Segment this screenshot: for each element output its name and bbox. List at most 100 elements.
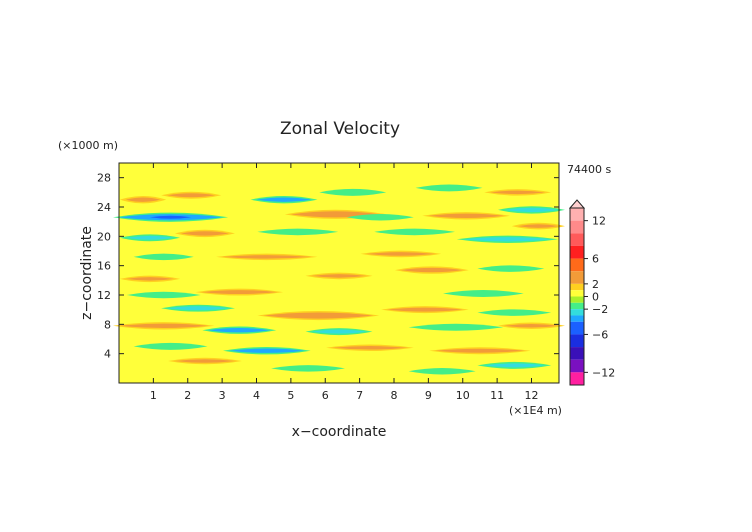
field-band <box>517 224 559 228</box>
field-band <box>311 274 367 278</box>
field-band <box>222 255 312 259</box>
colorbar-swatch <box>570 372 584 385</box>
field-band <box>504 324 559 328</box>
colorbar-swatch <box>570 258 584 272</box>
field-band <box>428 213 504 218</box>
field-band <box>325 190 381 195</box>
field-band-core <box>520 208 543 212</box>
field-band-core <box>273 198 295 201</box>
x-tick-label: 5 <box>287 389 294 402</box>
field-band <box>125 235 174 240</box>
colorbar-swatch <box>570 220 584 234</box>
colorbar-swatch <box>570 315 584 322</box>
x-tick-label: 3 <box>219 389 226 402</box>
field-band <box>125 197 161 202</box>
field-band <box>380 230 449 234</box>
x-tick-label: 7 <box>356 389 363 402</box>
colorbar-swatch <box>570 334 584 348</box>
y-tick-label: 12 <box>97 289 111 302</box>
field-band-core <box>226 329 252 332</box>
y-axis-title: z−coordinate <box>79 226 95 320</box>
field-band <box>414 369 470 374</box>
y-unit-label: (×1000 m) <box>58 139 118 152</box>
colorbar-swatch <box>570 208 584 221</box>
colorbar-swatch <box>570 321 584 335</box>
field-band <box>400 267 463 273</box>
x-unit-label: (×1E4 m) <box>509 404 562 417</box>
x-tick-label: 8 <box>391 389 398 402</box>
x-tick-label: 11 <box>490 389 504 402</box>
field-band <box>119 323 209 328</box>
colorbar-tick-label: −12 <box>592 366 615 379</box>
x-axis: 1 2 3 4 5 6 7 8 9 10 11 12 <box>150 163 539 402</box>
field-band <box>462 237 553 242</box>
colorbar-tick-label: 12 <box>592 215 606 228</box>
field-band <box>125 277 174 281</box>
y-tick-label: 28 <box>97 172 111 185</box>
field-band <box>139 344 202 349</box>
field-band <box>277 366 339 371</box>
field-band <box>167 193 216 198</box>
field-band <box>180 231 229 236</box>
colorbar-swatch <box>570 302 584 310</box>
field-band <box>490 190 546 195</box>
field-band <box>483 310 546 315</box>
field-band <box>387 307 463 312</box>
colorbar-tick-label: 6 <box>592 253 599 266</box>
x-tick-label: 6 <box>322 389 329 402</box>
colorbar-swatch <box>570 245 584 259</box>
colorbar-tick-label: −6 <box>592 328 608 341</box>
x-axis-title: x−coordinate <box>292 424 387 440</box>
colorbar: 12 6 20−2 −6 −12 <box>568 199 615 386</box>
x-tick-label: 10 <box>456 389 470 402</box>
field-band <box>167 306 229 311</box>
x-tick-label: 2 <box>184 389 191 402</box>
x-tick-label: 9 <box>425 389 432 402</box>
colorbar-swatch <box>570 347 584 360</box>
field-band <box>263 230 333 234</box>
field-band <box>174 359 236 363</box>
colorbar-swatch <box>570 290 584 297</box>
colorbar-tick-label: −2 <box>592 303 608 316</box>
field-band <box>132 293 195 297</box>
field-band <box>332 346 408 350</box>
time-label: 74400 s <box>567 163 611 176</box>
y-tick-label: 20 <box>97 230 111 243</box>
colorbar-tick-label: 0 <box>592 291 599 304</box>
field-band <box>483 363 546 368</box>
field-band <box>139 255 188 259</box>
field-band <box>352 215 408 220</box>
colorbar-swatch <box>570 283 584 291</box>
field-band <box>421 185 477 190</box>
field-band <box>311 329 367 334</box>
y-tick-label: 16 <box>97 260 111 273</box>
field-band <box>366 252 436 256</box>
colorbar-swatch <box>570 271 584 284</box>
colorbar-swatch <box>570 233 584 246</box>
colorbar-swatch <box>570 309 584 316</box>
field-band <box>435 348 525 353</box>
colorbar-swatch <box>570 359 584 373</box>
field-band <box>263 312 374 319</box>
y-tick-label: 8 <box>104 318 111 331</box>
field-band-core <box>251 349 282 352</box>
field-band <box>414 325 498 330</box>
x-tick-label: 12 <box>525 389 539 402</box>
colorbar-tick-label: 2 <box>592 278 599 291</box>
y-tick-label: 24 <box>97 201 111 214</box>
chart-title: Zonal Velocity <box>280 119 400 139</box>
colorbar-overflow <box>568 199 586 209</box>
field-band <box>449 291 518 296</box>
field-band <box>483 266 539 271</box>
y-axis: 4 8 12 16 20 24 28 <box>97 172 559 361</box>
velocity-field <box>113 184 565 375</box>
field-band-core <box>149 215 192 219</box>
y-tick-label: 4 <box>104 348 111 361</box>
x-tick-label: 1 <box>150 389 157 402</box>
plot-frame <box>118 162 560 384</box>
x-tick-label: 4 <box>253 389 260 402</box>
colorbar-swatch <box>570 296 584 303</box>
field-band <box>201 290 278 295</box>
